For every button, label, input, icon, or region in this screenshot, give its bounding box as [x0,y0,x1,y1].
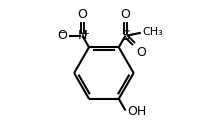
Text: O: O [121,8,130,21]
Text: −: − [58,28,66,38]
Text: O: O [57,29,67,42]
Text: CH₃: CH₃ [142,27,163,37]
Text: OH: OH [127,105,146,118]
Text: N: N [78,29,87,42]
Text: O: O [77,8,87,21]
Text: O: O [136,46,146,59]
Text: +: + [82,29,89,38]
Text: S: S [121,29,130,43]
